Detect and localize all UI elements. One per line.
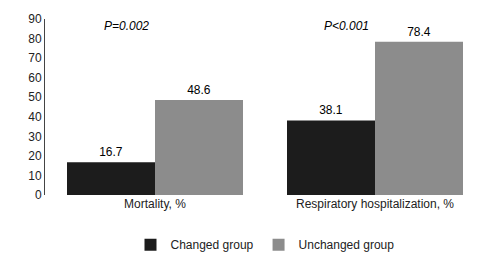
- svg-text:P=0.002: P=0.002: [104, 19, 149, 33]
- svg-text:70: 70: [28, 51, 42, 65]
- svg-text:Changed group: Changed group: [171, 238, 254, 252]
- svg-text:90: 90: [28, 12, 42, 26]
- svg-text:Respiratory hospitalization, %: Respiratory hospitalization, %: [296, 197, 454, 211]
- svg-text:60: 60: [28, 71, 42, 85]
- svg-text:30: 30: [28, 130, 42, 144]
- svg-text:16.7: 16.7: [99, 145, 123, 159]
- svg-text:Unchanged group: Unchanged group: [299, 238, 395, 252]
- svg-text:38.1: 38.1: [319, 103, 343, 117]
- svg-text:80: 80: [28, 32, 42, 46]
- svg-text:48.6: 48.6: [187, 83, 211, 97]
- svg-text:10: 10: [28, 169, 42, 183]
- svg-text:50: 50: [28, 90, 42, 104]
- svg-text:20: 20: [28, 149, 42, 163]
- svg-text:78.4: 78.4: [407, 25, 431, 39]
- svg-text:40: 40: [28, 110, 42, 124]
- svg-text:Mortality, %: Mortality, %: [124, 197, 186, 211]
- svg-text:P<0.001: P<0.001: [324, 19, 369, 33]
- svg-text:0: 0: [35, 188, 42, 202]
